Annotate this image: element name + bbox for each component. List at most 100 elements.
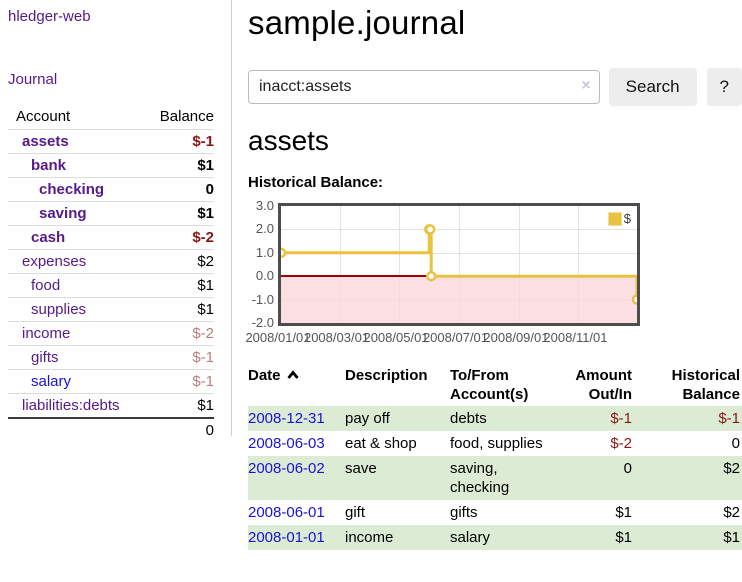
balance-line-series [281, 224, 637, 305]
y-axis-tick: 2.0 [255, 221, 274, 237]
y-axis-tick: 1.0 [255, 244, 274, 260]
account-row: $-1 gifts [8, 346, 214, 370]
account-row: $-1 salary [8, 370, 214, 394]
x-axis: 2008/01/01 2008/03/01 2008/05/01 2008/07/01… [245, 330, 742, 346]
table-row: 2008-12-31 pay off debts $-1 $-1 [248, 406, 742, 431]
search-field-wrap: × [248, 70, 600, 104]
search-bar: × Search ? [248, 68, 742, 106]
search-button[interactable]: Search [608, 68, 697, 106]
x-axis-tick: 2008/05/01 [363, 330, 429, 345]
account-balance: $-1 [192, 349, 214, 366]
table-row: 2008-06-01 gift gifts $1 $2 [248, 500, 742, 525]
transaction-date-link[interactable]: 2008-06-01 [248, 504, 325, 521]
transaction-date-link[interactable]: 2008-01-01 [248, 529, 325, 546]
sidebar-item-journal[interactable]: Journal [8, 71, 58, 88]
search-input[interactable] [248, 70, 600, 104]
transaction-date-link[interactable]: 2008-06-03 [248, 435, 325, 452]
accounts-table-header: Account Balance [8, 105, 214, 130]
transaction-accounts: debts [450, 410, 487, 427]
account-row: $-1 assets [8, 130, 214, 154]
sidebar-account-link-gifts[interactable]: gifts [31, 349, 59, 366]
data-point-marker [281, 247, 287, 259]
legend-label: $ [623, 211, 631, 226]
transaction-balance: $2 [723, 504, 740, 521]
accounts-total-row: 0 [8, 417, 214, 439]
transaction-description: gift [345, 504, 366, 521]
sidebar-account-link-assets[interactable]: assets [22, 133, 69, 150]
chart-plot-area: $ [278, 203, 640, 326]
x-axis-tick: 2008/01/01 [245, 330, 311, 345]
transaction-amount: $1 [615, 529, 632, 546]
table-row: 2008-01-01 income salary $1 $1 [248, 525, 742, 550]
account-row: 0 checking [8, 178, 214, 202]
account-row: $1 supplies [8, 298, 214, 322]
transaction-balance: $2 [723, 460, 740, 477]
data-point-marker [631, 294, 637, 305]
transaction-date-link[interactable]: 2008-12-31 [248, 410, 325, 427]
sidebar-account-link-checking[interactable]: checking [39, 181, 105, 198]
x-axis-tick: 2008/09/01 [483, 330, 549, 345]
account-row: $1 food [8, 274, 214, 298]
account-balance: $-2 [192, 325, 214, 342]
transaction-amount: $-2 [610, 435, 632, 452]
accounts-header-account: Account [16, 108, 71, 125]
chart-negative-region [281, 276, 637, 323]
transaction-description: pay off [345, 410, 390, 427]
sidebar-account-link-cash[interactable]: cash [31, 229, 66, 246]
account-balance: $2 [197, 253, 214, 270]
column-amount: Amount Out/In [575, 367, 632, 403]
transaction-accounts: food, supplies [450, 435, 543, 452]
transaction-description: eat & shop [345, 435, 417, 452]
account-balance: $1 [197, 157, 214, 174]
column-date-label: Date [248, 367, 281, 384]
column-balance: Historical Balance [671, 367, 740, 403]
x-axis-tick: 2008/07/01 [422, 330, 489, 345]
account-balance: $-1 [192, 373, 214, 390]
clear-search-icon[interactable]: × [581, 77, 591, 94]
account-row: $-2 cash [8, 226, 214, 250]
transaction-accounts: gifts [450, 504, 478, 521]
data-point-marker [425, 270, 437, 282]
sidebar-account-link-income[interactable]: income [22, 325, 71, 342]
accounts-header-balance: Balance [159, 108, 214, 125]
transaction-amount: $-1 [610, 410, 632, 427]
y-axis: 3.0 2.0 1.0 0.0 -1.0 -2.0 [248, 199, 274, 329]
sidebar-account-link-liabilities-debts[interactable]: liabilities:debts [22, 397, 120, 414]
register-table: Date Description To/From Account(s) Amou… [248, 364, 742, 550]
y-axis-tick: 0.0 [255, 268, 274, 284]
account-balance: $1 [197, 397, 214, 414]
account-balance: $1 [197, 301, 214, 318]
table-row: 2008-06-02 save saving, checking 0 $2 [248, 456, 742, 500]
sidebar-account-link-supplies[interactable]: supplies [31, 301, 87, 318]
transaction-balance: $-1 [718, 410, 740, 427]
account-row: $1 saving [8, 202, 214, 226]
y-axis-tick: -1.0 [251, 291, 274, 307]
sidebar-account-link-bank[interactable]: bank [31, 157, 67, 174]
transaction-description: save [345, 460, 377, 477]
transaction-amount: 0 [623, 460, 632, 477]
account-row: $-2 income [8, 322, 214, 346]
sidebar-account-link-expenses[interactable]: expenses [22, 253, 87, 270]
historical-balance-chart: 3.0 2.0 1.0 0.0 -1.0 -2.0 $ 2008/01/01 2008/03… [245, 199, 742, 349]
transaction-accounts: saving, checking [450, 460, 510, 496]
account-balance: $-1 [192, 133, 214, 150]
account-balance: $-2 [192, 229, 214, 246]
register-rows: 2008-12-31 pay off debts $-1 $-1 2008-06-03 ea… [248, 406, 742, 550]
app-title-link[interactable]: hledger-web [8, 8, 91, 25]
transaction-accounts: salary [450, 529, 491, 546]
sidebar-account-link-food[interactable]: food [31, 277, 61, 294]
data-point-marker [424, 224, 436, 235]
sidebar-account-link-salary[interactable]: salary [31, 373, 72, 390]
account-balance: $1 [197, 277, 214, 294]
account-row: $2 expenses [8, 250, 214, 274]
sidebar-account-link-saving[interactable]: saving [39, 205, 87, 222]
column-date[interactable]: Date [248, 364, 345, 406]
account-row: $1 liabilities:debts [8, 394, 214, 418]
account-balance: $1 [197, 205, 214, 222]
accounts-total-balance: 0 [205, 422, 214, 439]
transaction-date-link[interactable]: 2008-06-02 [248, 460, 325, 477]
register-header-row: Date Description To/From Account(s) Amou… [248, 364, 742, 406]
help-button[interactable]: ? [706, 68, 742, 106]
legend-swatch-icon [607, 211, 622, 226]
chart-legend: $ [605, 210, 633, 227]
